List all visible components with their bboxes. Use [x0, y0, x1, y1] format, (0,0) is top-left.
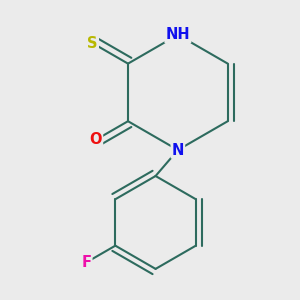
Text: F: F [81, 255, 92, 270]
Text: O: O [90, 132, 102, 147]
Text: NH: NH [166, 27, 190, 42]
Text: N: N [172, 142, 184, 158]
Text: S: S [87, 36, 98, 51]
